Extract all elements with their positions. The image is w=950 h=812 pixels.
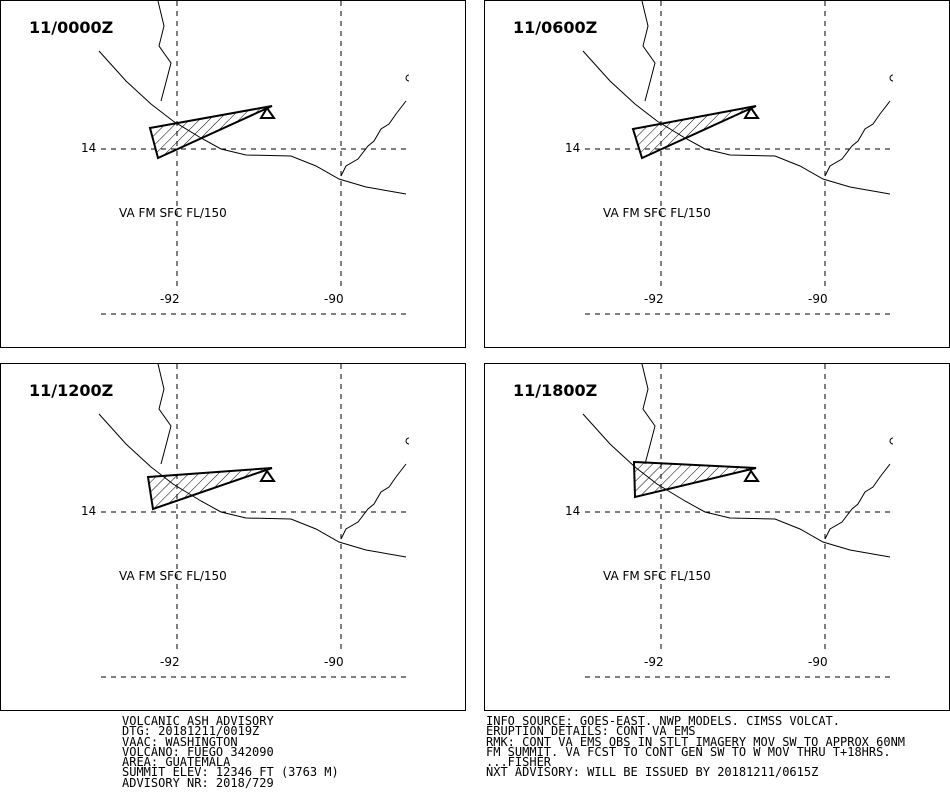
panel-time-label: 11/1800Z	[513, 381, 598, 400]
panel-time-label: 11/0600Z	[513, 18, 598, 37]
volcano-marker-icon	[743, 469, 760, 482]
lon-label-90: -90	[324, 292, 344, 306]
border-line	[157, 1, 172, 102]
remarks-line-2: FM SUMMIT. VA FCST TO CONT GEN SW TO W M…	[486, 744, 891, 759]
map-canvas	[98, 364, 410, 678]
forecast-panel-t12: 11/1200Z 14 VA FM SFC FL/150 -92 -90	[0, 363, 466, 711]
ash-cloud-polygon	[631, 105, 757, 160]
lat-label: 14	[565, 141, 581, 155]
remarks-line-1: RMK: CONT VA EMS OBS IN STLT IMAGERY MOV…	[486, 734, 906, 749]
ash-extent-label: VA FM SFC FL/150	[119, 569, 227, 583]
forecast-panel-t18: 11/1800Z 14 VA FM SFC FL/150 -92 -90	[484, 363, 950, 711]
next-advisory: NXT ADVISORY: WILL BE ISSUED BY 20181211…	[486, 765, 819, 780]
forecast-panel-t6: 11/0600Z 14 VA FM SFC FL/150 -92 -90	[484, 0, 950, 348]
lon-label-90: -90	[808, 655, 828, 669]
coastline-islet	[889, 437, 894, 445]
advisory-number: ADVISORY NR: 2018/729	[122, 775, 274, 790]
border-line	[641, 364, 656, 465]
advisory-dtg: DTG: 20181211/0019Z	[122, 724, 260, 739]
coastline-east	[824, 100, 891, 177]
coastline-islet	[405, 74, 410, 82]
advisory-area: AREA: GUATEMALA	[122, 755, 231, 770]
ash-cloud-polygon	[148, 105, 273, 160]
advisory-info-block: INFO SOURCE: GOES-EAST. NWP MODELS. CIMS…	[486, 714, 906, 780]
ash-extent-label: VA FM SFC FL/150	[119, 206, 227, 220]
ash-extent-label: VA FM SFC FL/150	[603, 569, 711, 583]
coastline-islet	[405, 437, 410, 445]
coastline	[98, 50, 407, 195]
lon-label-90: -90	[808, 292, 828, 306]
ash-cloud-polygon	[632, 460, 757, 499]
advisory-title: VOLCANIC ASH ADVISORY	[122, 714, 274, 728]
coastline	[582, 413, 891, 558]
lat-label: 14	[565, 504, 581, 518]
ash-extent-label: VA FM SFC FL/150	[603, 206, 711, 220]
volcano-marker-icon	[259, 469, 276, 482]
panel-time-label: 11/0000Z	[29, 18, 114, 37]
advisory-volcano: VOLCANO: FUEGO 342090	[122, 744, 274, 759]
ash-cloud-polygon	[146, 467, 273, 511]
coastline	[98, 413, 407, 558]
eruption-details: ERUPTION DETAILS: CONT VA EMS	[486, 724, 696, 739]
coastline-east	[824, 463, 891, 540]
coastline-east	[340, 100, 407, 177]
lon-label-92: -92	[160, 655, 180, 669]
border-line	[641, 1, 656, 102]
volcano-marker-icon	[743, 106, 760, 119]
advisory-vaac: VAAC: WASHINGTON	[122, 734, 238, 749]
forecaster-name: ...FISHER	[486, 755, 552, 770]
advisory-header-block: VOLCANIC ASH ADVISORY DTG: 20181211/0019…	[122, 714, 339, 790]
lon-label-92: -92	[644, 655, 664, 669]
coastline	[582, 50, 891, 195]
lon-label-92: -92	[160, 292, 180, 306]
lat-label: 14	[81, 141, 97, 155]
info-source: INFO SOURCE: GOES-EAST. NWP MODELS. CIMS…	[486, 714, 841, 728]
map-canvas	[98, 1, 410, 315]
advisory-summit: SUMMIT ELEV: 12346 FT (3763 M)	[122, 765, 339, 780]
lon-label-90: -90	[324, 655, 344, 669]
map-canvas	[582, 1, 894, 315]
coastline-islet	[889, 74, 894, 82]
coastline-east	[340, 463, 407, 540]
volcano-marker-icon	[259, 106, 276, 119]
forecast-panel-t0: 11/0000Z 14 VA FM SFC FL/150 -92 -90	[0, 0, 466, 348]
lat-label: 14	[81, 504, 97, 518]
panel-time-label: 11/1200Z	[29, 381, 114, 400]
lon-label-92: -92	[644, 292, 664, 306]
border-line	[157, 364, 172, 465]
map-canvas	[582, 364, 894, 678]
